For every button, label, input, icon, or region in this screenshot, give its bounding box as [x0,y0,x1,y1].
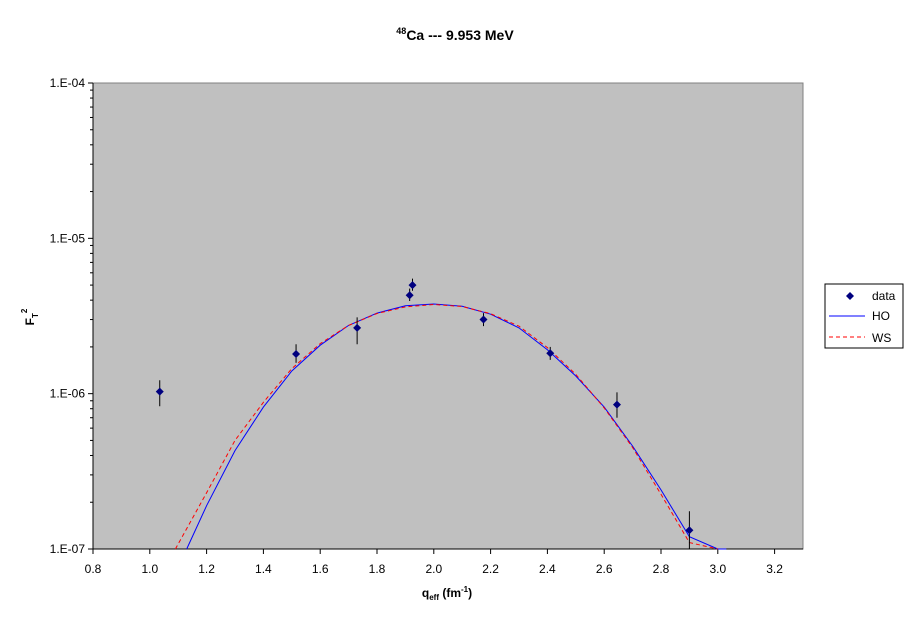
x-tick-label: 1.6 [312,562,329,576]
axes: 0.8 1.0 1.2 1.4 1.6 1.8 2.0 2.2 2.4 2.6 2.8 3.0 3.2 1… [50,76,803,576]
x-axis-title-sub: eff [429,593,439,602]
y-tick-label: 1.E-05 [50,231,86,245]
x-tick-label: 2.8 [653,562,670,576]
legend: data HO WS [824,283,904,349]
y-tick-label: 1.E-07 [50,542,86,556]
series-ws-line [174,303,718,550]
x-axis-title: qeff (fm-1) [422,585,472,602]
y-tick-label: 1.E-04 [50,76,86,90]
x-tick-label: 1.4 [255,562,272,576]
y-tick-label: 1.E-06 [50,387,86,401]
legend-ho-label: HO [872,309,890,323]
x-tick-label: 2.6 [596,562,613,576]
x-tick-label: 3.0 [709,562,726,576]
data-point-marker [546,349,555,358]
data-points [155,278,694,549]
data-point-marker [685,526,694,535]
y-axis-title-main: F [23,318,37,325]
x-tick-label: 1.0 [141,562,158,576]
data-point-marker [612,400,621,409]
plot-area [92,82,804,550]
data-point-marker [155,387,164,396]
chart-title-main: Ca --- 9.953 MeV [406,27,514,43]
x-tick-label: 0.8 [85,562,102,576]
y-axis-title-sup: 2 [20,308,29,313]
data-point-marker [353,323,362,332]
series-ho-line [186,303,727,550]
data-point-marker [405,291,414,300]
data-point-marker [292,350,301,359]
data-point-marker [479,315,488,324]
x-tick-label: 2.0 [425,562,442,576]
x-axis-title-sup: -1 [461,585,469,594]
data-point-marker [408,281,417,290]
x-tick-label: 2.4 [539,562,556,576]
x-axis-title-main: q [422,586,429,600]
x-tick-label: 1.8 [369,562,386,576]
y-axis-title-sub: T [31,313,40,318]
x-tick-label: 1.2 [198,562,215,576]
chart-title: 48Ca --- 9.953 MeV [396,26,514,43]
chart-title-sup: 48 [396,26,406,36]
legend-data-label: data [872,289,896,303]
legend-data-marker [846,292,854,300]
y-axis-title: FT2 [20,308,40,325]
x-tick-label: 2.2 [482,562,499,576]
x-axis-title-close: ) [468,586,472,600]
curves [174,303,727,550]
legend-ws-label: WS [872,331,891,345]
x-tick-label: 3.2 [766,562,783,576]
x-axis-title-rest: (fm [439,586,461,600]
